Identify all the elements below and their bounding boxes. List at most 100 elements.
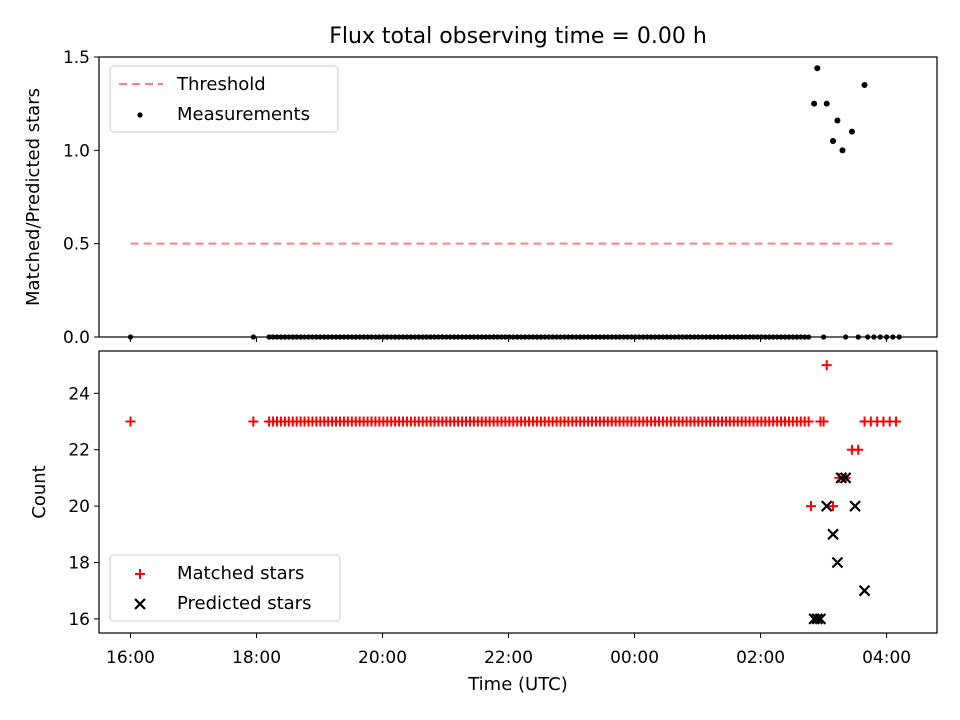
measurement-point <box>400 334 406 340</box>
x-tick-label: 16:00 <box>106 648 155 668</box>
measurement-point <box>660 334 666 340</box>
legend-matched-label: Matched stars <box>177 563 304 584</box>
measurement-point <box>290 334 296 340</box>
measurement-point <box>534 334 540 340</box>
y-tick-label: 1.0 <box>63 141 90 161</box>
measurement-point <box>774 334 780 340</box>
measurement-point <box>506 334 512 340</box>
measurement-point <box>408 334 414 340</box>
measurement-point <box>830 138 837 144</box>
x-tick-label: 00:00 <box>610 648 659 668</box>
measurement-point <box>699 334 705 340</box>
predicted-star-point <box>839 472 852 484</box>
measurement-point <box>735 334 741 340</box>
measurement-point <box>786 334 792 340</box>
measurement-point <box>341 334 347 340</box>
measurement-point <box>538 334 544 340</box>
measurement-point <box>435 334 442 340</box>
measurement-point <box>412 334 418 340</box>
measurement-point <box>546 334 552 340</box>
legend-predicted-swatch <box>134 598 146 610</box>
measurement-point <box>455 334 461 340</box>
measurement-point <box>746 334 753 340</box>
measurement-point <box>420 334 426 340</box>
measurement-point <box>459 334 465 340</box>
measurement-point <box>384 334 390 340</box>
predicted-star-point <box>811 613 824 625</box>
measurement-point <box>329 334 335 340</box>
measurement-point <box>683 334 690 340</box>
measurement-point <box>613 334 619 340</box>
measurement-point <box>301 334 308 340</box>
measurement-point <box>490 334 497 340</box>
measurement-point <box>573 334 579 340</box>
measurement-point <box>416 334 422 340</box>
measurement-point <box>668 334 674 340</box>
measurement-point <box>427 334 434 340</box>
measurement-point <box>739 334 745 340</box>
measurement-point <box>616 334 623 340</box>
x-axis-label: Time (UTC) <box>467 674 568 695</box>
measurement-point <box>439 334 445 340</box>
measurement-point <box>550 334 556 340</box>
predicted-star-point <box>835 472 848 484</box>
measurement-point <box>349 334 355 340</box>
measurement-point <box>498 334 505 340</box>
measurement-point <box>883 334 890 340</box>
measurement-point <box>664 334 670 340</box>
measurement-point <box>274 334 280 340</box>
measurement-point <box>337 334 343 340</box>
measurement-point <box>321 334 327 340</box>
legend-bottom: Matched stars Predicted stars <box>109 554 341 622</box>
x-tick-label: 22:00 <box>484 648 533 668</box>
measurement-point <box>676 334 682 340</box>
measurement-point <box>443 334 449 340</box>
measurement-point <box>510 334 516 340</box>
measurement-point <box>250 334 256 340</box>
measurement-point <box>553 334 560 340</box>
measurement-point <box>561 334 568 340</box>
measurement-point <box>526 334 532 340</box>
x-tick-label: 20:00 <box>358 648 407 668</box>
legend-predicted-label: Predicted stars <box>177 593 311 614</box>
measurement-point <box>514 334 520 340</box>
measurement-point <box>357 334 363 340</box>
matched-star-point <box>828 501 839 512</box>
predicted-star-point <box>831 556 844 569</box>
measurement-point <box>834 117 841 124</box>
measurement-point <box>380 334 386 340</box>
measurement-point <box>727 334 733 340</box>
legend-threshold-label: Threshold <box>176 74 266 95</box>
measurement-point <box>463 334 469 340</box>
measurement-point <box>361 334 367 340</box>
matched-star-point <box>248 416 259 427</box>
measurement-point <box>782 334 788 340</box>
y-tick-label: 22 <box>68 441 90 461</box>
matched-star-point <box>805 501 816 512</box>
measurement-point <box>605 334 611 340</box>
measurement-point <box>597 334 603 340</box>
measurement-point <box>577 334 583 340</box>
x-tick-label: 18:00 <box>232 648 281 668</box>
y-tick-label: 0.5 <box>63 235 90 255</box>
measurement-point <box>542 334 548 340</box>
x-tick-label: 04:00 <box>862 648 911 668</box>
measurement-point <box>628 334 635 340</box>
measurement-point <box>656 334 662 340</box>
measurement-point <box>581 334 587 340</box>
legend-box <box>109 554 341 622</box>
measurement-point <box>632 334 638 340</box>
measurement-point <box>743 334 749 340</box>
measurement-point <box>798 334 804 340</box>
y-tick-label: 0.0 <box>63 328 90 348</box>
measurement-point <box>317 334 323 340</box>
measurement-point <box>475 334 481 340</box>
measurement-point <box>557 334 564 340</box>
measurement-point <box>758 334 764 340</box>
measurement-point <box>723 334 729 340</box>
predicted-star-point <box>849 500 861 512</box>
measurement-point <box>589 334 595 340</box>
measurement-point <box>719 334 725 340</box>
measurement-point <box>313 334 319 340</box>
measurement-point <box>703 334 709 340</box>
